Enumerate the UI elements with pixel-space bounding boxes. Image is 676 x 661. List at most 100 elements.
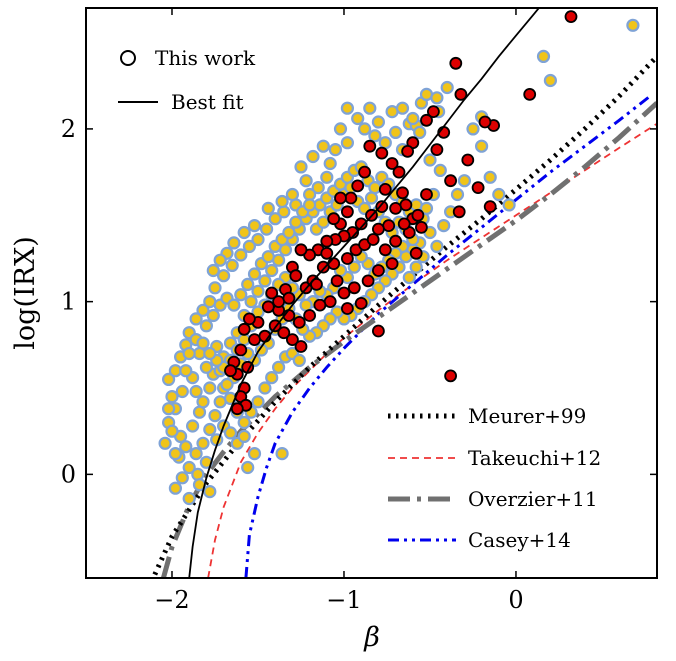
this-work-point <box>294 340 308 353</box>
background-point <box>395 101 410 115</box>
x-tick-label: −2 <box>154 586 189 614</box>
this-work-point <box>354 296 368 310</box>
this-work-point <box>320 246 334 260</box>
this-work-point <box>426 105 440 118</box>
this-work-point <box>294 243 308 257</box>
legend-best-fit-label: Best fit <box>171 90 244 114</box>
background-point <box>409 260 423 274</box>
this-work-point <box>378 182 392 196</box>
legend-takeuchi-label: Takeuchi+12 <box>468 446 601 470</box>
this-work-point <box>389 201 403 215</box>
background-point <box>247 267 262 281</box>
this-work-point <box>449 56 463 70</box>
background-point <box>364 191 379 205</box>
background-point <box>206 308 220 323</box>
series-line-best-fit <box>188 8 541 578</box>
background-point <box>199 360 213 374</box>
background-point <box>311 181 325 195</box>
background-point <box>323 156 337 171</box>
background-point <box>196 336 210 350</box>
this-work-point <box>344 191 358 205</box>
this-work-point <box>316 260 330 274</box>
background-point <box>165 424 179 438</box>
legend-meurer-label: Meurer+99 <box>468 404 586 428</box>
background-point <box>272 360 286 374</box>
this-work-point <box>411 208 425 222</box>
background-point <box>241 277 255 291</box>
this-work-point <box>430 143 444 157</box>
background-point <box>168 481 182 495</box>
background-point <box>265 263 279 278</box>
background-point <box>206 263 220 278</box>
this-work-point <box>366 233 380 246</box>
points-layer <box>158 8 640 578</box>
background-point <box>419 201 434 215</box>
background-point <box>203 381 217 395</box>
background-point <box>294 160 308 174</box>
this-work-point <box>371 222 385 236</box>
background-point <box>282 225 296 240</box>
background-point <box>316 139 330 153</box>
background-point <box>289 215 303 229</box>
legend-top-left: This work Best fit <box>118 46 256 114</box>
this-work-point <box>358 165 372 179</box>
background-point <box>285 187 299 202</box>
background-point <box>543 73 558 88</box>
background-point <box>258 381 272 395</box>
background-point <box>475 139 489 153</box>
background-point <box>189 447 203 461</box>
background-point <box>440 80 454 95</box>
background-point <box>241 460 255 475</box>
this-work-point <box>461 153 475 167</box>
background-point <box>244 295 258 309</box>
background-point <box>182 346 196 361</box>
y-axis-label: log(IRX) <box>10 236 41 349</box>
background-point <box>182 491 196 506</box>
this-work-point <box>397 217 411 231</box>
this-work-point <box>409 246 423 260</box>
background-point <box>217 269 231 283</box>
series-line-overzier-11 <box>160 101 657 578</box>
background-point <box>247 219 262 233</box>
background-point <box>299 174 313 188</box>
legend-this-work-marker <box>120 50 136 66</box>
this-work-point <box>282 291 296 305</box>
this-work-point <box>237 322 251 336</box>
background-point <box>457 174 471 188</box>
this-work-point <box>371 264 385 277</box>
legend-casey-label: Casey+14 <box>468 528 571 552</box>
this-work-point <box>444 369 458 383</box>
background-point <box>406 111 420 126</box>
y-tick-label: 0 <box>61 460 76 488</box>
this-work-point <box>347 281 361 295</box>
background-point <box>351 111 365 126</box>
x-tick-label: 0 <box>508 586 523 614</box>
x-tick-label: −1 <box>326 586 361 614</box>
this-work-point <box>454 88 468 101</box>
background-point <box>358 122 372 136</box>
background-point <box>466 122 480 136</box>
background-point <box>340 101 354 115</box>
background-point <box>175 384 189 399</box>
this-work-point <box>371 324 385 338</box>
this-work-point <box>289 269 303 283</box>
this-work-point <box>523 88 537 101</box>
background-point <box>247 447 262 461</box>
background-point <box>402 270 416 285</box>
background-point <box>265 371 279 385</box>
series-line-meurer-99 <box>152 54 657 576</box>
background-point <box>430 91 444 105</box>
this-work-point <box>444 174 458 188</box>
this-work-point <box>385 157 399 170</box>
background-point <box>437 219 451 233</box>
legend-bottom-right: Meurer+99 Takeuchi+12 Overzier+11 Casey+… <box>388 404 601 552</box>
background-point <box>423 153 437 167</box>
background-point <box>203 422 217 437</box>
background-point <box>237 333 251 347</box>
background-point <box>328 143 342 157</box>
background-point <box>275 194 289 209</box>
this-work-point <box>265 286 279 300</box>
background-point <box>237 415 251 430</box>
background-point <box>220 377 234 392</box>
